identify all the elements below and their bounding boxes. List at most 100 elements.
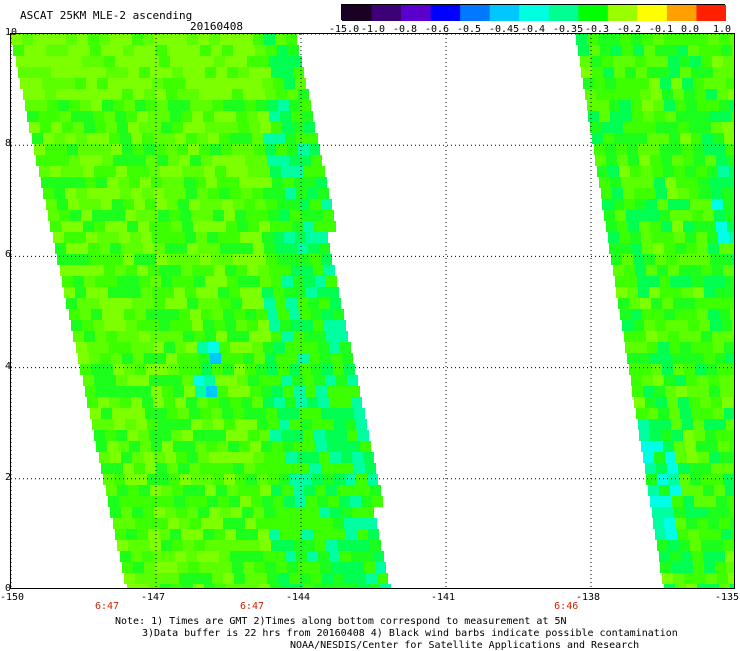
swath-cell — [56, 144, 67, 155]
swath-cell — [161, 67, 172, 78]
swath-cell — [214, 111, 225, 122]
swath-cell — [288, 408, 299, 419]
swath-cell — [693, 287, 704, 298]
swath-cell — [68, 199, 79, 210]
swath-cell — [143, 34, 154, 45]
swath-cell — [93, 320, 104, 331]
swath-cell — [149, 430, 160, 441]
swath-cell — [690, 540, 701, 551]
swath-cell — [257, 474, 268, 485]
swath-cell — [707, 166, 718, 177]
swath-cell — [132, 243, 143, 254]
swath-cell — [112, 408, 123, 419]
swath-cell — [658, 133, 669, 144]
swath-cell — [195, 177, 206, 188]
swath-cell — [290, 419, 301, 430]
swath-cell — [701, 474, 712, 485]
swath-cell — [202, 210, 213, 221]
swath-cell — [366, 518, 377, 529]
swath-cell — [64, 232, 75, 243]
swath-cell — [352, 452, 363, 463]
swath-cell — [243, 562, 254, 573]
swath-cell — [668, 265, 679, 276]
swath-cell — [273, 78, 284, 89]
swath-cell — [139, 540, 150, 551]
swath-cell — [260, 276, 271, 287]
swath-cell — [687, 177, 698, 188]
swath-cell — [678, 188, 689, 199]
swath-cell — [227, 122, 238, 133]
swath-cell — [212, 309, 223, 320]
swath-cell — [704, 287, 715, 298]
swath-cell — [143, 243, 154, 254]
swath-cell — [245, 309, 256, 320]
swath-cell — [180, 474, 191, 485]
swath-cell — [656, 463, 667, 474]
swath-cell — [146, 573, 157, 584]
swath-cell — [673, 364, 684, 375]
swath-cell — [664, 584, 675, 588]
colorbar-label: -0.2 — [617, 24, 642, 35]
swath-cell — [132, 34, 143, 45]
swath-cell — [273, 496, 284, 507]
swath-cell — [177, 353, 188, 364]
swath-cell — [680, 408, 691, 419]
swath-cell — [129, 441, 140, 452]
swath-cell — [302, 265, 313, 276]
swath-cell — [623, 122, 634, 133]
colorbar-swatch — [578, 5, 609, 21]
swath-cell — [124, 155, 135, 166]
swath-cell — [176, 243, 187, 254]
swath-cell — [688, 254, 699, 265]
swath-cell — [141, 232, 152, 243]
swath-cell — [289, 100, 300, 111]
swath-cell — [708, 34, 719, 45]
swath-cell — [733, 463, 734, 474]
swath-cell — [708, 100, 719, 111]
swath-cell — [592, 133, 603, 144]
swath-cell — [653, 34, 664, 45]
swath-cell — [271, 331, 282, 342]
swath-cell — [108, 496, 119, 507]
swath-cell — [332, 463, 343, 474]
swath-cell — [213, 210, 224, 221]
swath-cell — [655, 45, 666, 56]
swath-cell — [291, 56, 302, 67]
swath-cell — [319, 507, 330, 518]
swath-cell — [281, 430, 292, 441]
swath-cell — [656, 188, 667, 199]
swath-cell — [82, 265, 93, 276]
swath-cell — [205, 67, 216, 78]
swath-cell — [156, 254, 167, 265]
swath-cell — [234, 573, 245, 584]
swath-cell — [720, 177, 731, 188]
swath-cell — [648, 276, 659, 287]
swath-cell — [65, 188, 76, 199]
swath-cell — [635, 265, 646, 276]
swath-cell — [693, 353, 704, 364]
swath-cell — [307, 188, 318, 199]
swath-cell — [130, 496, 141, 507]
swath-cell — [337, 331, 348, 342]
swath-cell — [258, 111, 269, 122]
swath-cell — [171, 375, 182, 386]
swath-cell — [192, 320, 203, 331]
swath-cell — [652, 441, 663, 452]
swath-cell — [722, 122, 733, 133]
swath-cell — [101, 408, 112, 419]
swath-cell — [295, 287, 306, 298]
swath-cell — [204, 166, 215, 177]
swath-cell — [168, 573, 179, 584]
swath-cell — [116, 221, 127, 232]
swath-cell — [311, 518, 322, 529]
swath-cell — [85, 177, 96, 188]
swath-cell — [717, 573, 728, 584]
swath-cell — [84, 122, 95, 133]
colorbar-label: -1.0 — [361, 24, 386, 35]
swath-cell — [174, 496, 185, 507]
swath-cell — [635, 56, 646, 67]
swath-cell — [200, 408, 211, 419]
swath-cell — [236, 529, 247, 540]
swath-cell — [127, 584, 138, 588]
swath-cell — [199, 353, 210, 364]
